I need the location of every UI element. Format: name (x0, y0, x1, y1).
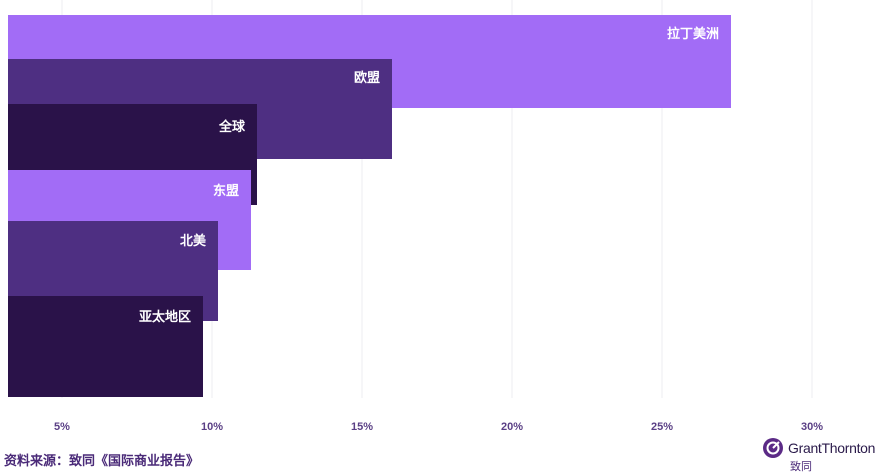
bar-label-3: 东盟 (213, 183, 239, 198)
x-tick-label-4: 25% (651, 421, 673, 433)
source-note: 资料来源：致同《国际商业报告》 (4, 453, 200, 468)
grant-thornton-logo-icon (763, 438, 783, 458)
x-tick-label-0: 5% (54, 421, 70, 433)
x-tick-label-5: 30% (801, 421, 823, 433)
bar-5 (8, 296, 203, 397)
grant-thornton-logo: GrantThornton 致同 (762, 437, 880, 473)
bar-label-1: 欧盟 (354, 70, 380, 85)
bar-label-5: 亚太地区 (139, 309, 191, 324)
logo-name: GrantThornton (788, 440, 876, 456)
bar-label-4: 北美 (180, 233, 207, 248)
logo-subtitle: 致同 (790, 461, 812, 473)
x-tick-label-2: 15% (351, 421, 373, 433)
bar-label-2: 全球 (218, 119, 246, 134)
x-tick-label-3: 20% (501, 421, 523, 433)
x-tick-label-1: 10% (201, 421, 223, 433)
bar-label-0: 拉丁美洲 (667, 26, 719, 41)
